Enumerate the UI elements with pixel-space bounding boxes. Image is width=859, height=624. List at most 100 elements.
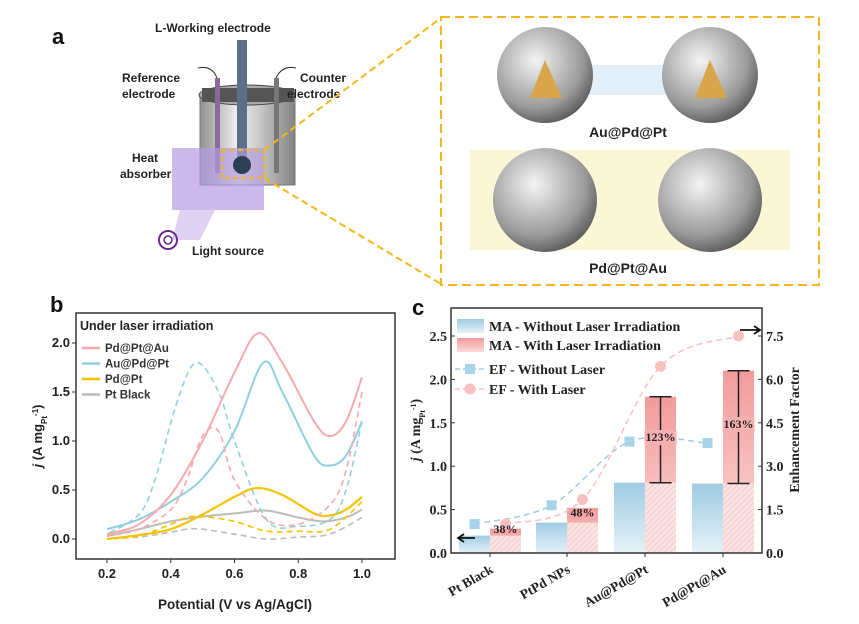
plot-frame xyxy=(75,312,396,560)
label-counter-electrode-1: Counter xyxy=(300,71,346,85)
legend-label: MA - With Laser Irradiation xyxy=(489,339,661,354)
cv-reverse-scan-Pt Black xyxy=(106,516,363,540)
label-light-source: Light source xyxy=(192,244,264,258)
y-tick-label: 0.0 xyxy=(52,531,70,546)
y-tick-label: 1.5 xyxy=(430,417,448,432)
cv-forward-scan-Pt Black xyxy=(106,508,363,538)
panel-label-a: a xyxy=(52,24,65,49)
ef-without-laser-marker xyxy=(702,438,713,449)
ef-with-laser-line xyxy=(505,335,739,525)
y2-tick-label: 7.5 xyxy=(766,330,784,345)
enhancement-percent-label: 163% xyxy=(724,417,754,431)
x-axis-label: Potential (V vs Ag/AgCl) xyxy=(158,597,312,612)
y2-tick-label: 0.0 xyxy=(766,547,784,562)
y-tick-label: 1.5 xyxy=(52,384,70,399)
bar-ma-without-laser xyxy=(614,482,645,553)
label-heat-absorber-2: absorber xyxy=(120,167,172,181)
label-counter-electrode-2: electrode xyxy=(287,87,341,101)
y2-tick-label: 3.0 xyxy=(766,460,784,475)
enhancement-percent-label: 38% xyxy=(494,522,518,536)
arrow-right-axis-icon xyxy=(740,325,762,335)
plot-frame xyxy=(450,307,763,554)
nanoparticle-illustration-bottom xyxy=(470,148,790,252)
y-tick-label: 2.5 xyxy=(430,330,448,345)
label-heat-absorber-1: Heat xyxy=(132,151,158,165)
x-tick-label: 0.2 xyxy=(98,566,116,581)
bar-overlap-hatch xyxy=(567,522,598,553)
y-tick-label: 2.0 xyxy=(52,335,70,350)
x-tick-label: PtPd NPs xyxy=(517,562,572,603)
annotation-bg xyxy=(644,430,677,446)
legend-title: Under laser irradiation xyxy=(80,319,213,333)
y2-axis-label: Enhancement Factor xyxy=(788,367,803,493)
panel-a: a L-Working electrode Reference electrod… xyxy=(52,16,820,286)
y-tick-label: 0.5 xyxy=(430,504,448,519)
label-au-pd-pt: Au@Pd@Pt xyxy=(589,124,667,140)
y-tick-label: 0.5 xyxy=(52,482,70,497)
legend-label: MA - Without Laser Irradiation xyxy=(489,320,681,335)
legend-swatch xyxy=(457,319,484,333)
nanoparticle-illustration-top xyxy=(497,27,758,123)
legend-label: Pt Black xyxy=(105,390,151,402)
x-tick-label: Au@Pd@Pt xyxy=(582,561,651,610)
electrochemical-cell-illustration xyxy=(158,40,297,250)
label-working-electrode: L-Working electrode xyxy=(155,21,271,35)
enhancement-percent-label: 123% xyxy=(646,430,676,444)
panel-c-chart: c 38% 48% 123% 163% 0.0 0.5 1.0 1.5 2.0 2.5 0.0 1.… xyxy=(409,295,804,610)
annotation-bg xyxy=(722,417,755,433)
ef-with-laser-marker xyxy=(733,330,744,342)
y2-tick-label: 6.0 xyxy=(766,373,784,388)
legend-label: Au@Pd@Pt xyxy=(105,359,169,371)
x-tick-label: 1.0 xyxy=(353,566,371,581)
ef-with-laser-marker xyxy=(500,518,511,530)
light-source-icon xyxy=(158,230,178,250)
bar-overlap-hatch xyxy=(490,535,521,553)
label-pd-pt-au: Pd@Pt@Au xyxy=(589,260,667,276)
legend-label: EF - Without Laser xyxy=(489,363,605,378)
bar-ma-without-laser xyxy=(459,535,490,553)
cv-forward-scan-Au@Pd@Pt xyxy=(106,360,363,531)
bar-ma-without-laser xyxy=(692,483,723,553)
y2-tick-label: 1.5 xyxy=(766,504,784,519)
enhancement-percent-label: 48% xyxy=(571,506,595,520)
y2-tick-label: 4.5 xyxy=(766,417,784,432)
legend-swatch xyxy=(457,338,484,352)
cv-reverse-scan-Pd@Pt@Au xyxy=(106,391,363,537)
bar-overlap-hatch xyxy=(723,483,754,553)
legend-marker xyxy=(464,383,476,395)
y-axis-label: j (A mgPt-1) xyxy=(409,398,427,463)
zoom-inset-box xyxy=(440,16,820,286)
x-tick-label: 0.8 xyxy=(289,566,307,581)
panel-label-b: b xyxy=(50,292,63,317)
cv-reverse-scan-Pd@Pt xyxy=(106,501,363,540)
ef-without-laser-marker xyxy=(624,436,635,447)
y-axis-label: j (A mgPt-1) xyxy=(30,404,49,469)
arrow-left-axis-icon xyxy=(456,533,475,543)
x-tick-label: Pt Black xyxy=(445,561,495,599)
cv-forward-scan-Pd@Pt@Au xyxy=(106,332,363,536)
y-tick-label: 2.0 xyxy=(430,373,448,388)
cv-reverse-scan-Au@Pd@Pt xyxy=(106,361,363,535)
bar-overlap-hatch xyxy=(645,482,676,553)
panel-b-chart: b 0.2 0.4 0.6 0.8 1.0 0.0 0.5 1.0 1.5 2.0 Under l… xyxy=(30,292,396,612)
legend-marker xyxy=(465,364,475,374)
y-tick-label: 0.0 xyxy=(430,547,448,562)
cv-forward-scan-Pd@Pt xyxy=(106,486,363,541)
ef-without-laser-marker xyxy=(469,519,480,530)
ef-with-laser-marker xyxy=(655,360,666,372)
legend-label: Pd@Pt@Au xyxy=(105,343,169,355)
legend-label: Pd@Pt xyxy=(105,374,143,386)
label-reference-electrode-2: electrode xyxy=(122,87,176,101)
x-tick-label: Pd@Pt@Au xyxy=(660,561,729,610)
x-tick-label: 0.4 xyxy=(162,566,181,581)
y-tick-label: 1.0 xyxy=(52,433,70,448)
label-reference-electrode-1: Reference xyxy=(122,71,180,85)
x-tick-label: 0.6 xyxy=(225,566,243,581)
y-tick-label: 1.0 xyxy=(430,460,448,475)
ef-with-laser-marker xyxy=(577,493,588,505)
legend-label: EF - With Laser xyxy=(489,383,586,398)
ef-without-laser-marker xyxy=(546,500,557,511)
panel-label-c: c xyxy=(412,295,424,320)
bar-ma-without-laser xyxy=(536,522,567,553)
